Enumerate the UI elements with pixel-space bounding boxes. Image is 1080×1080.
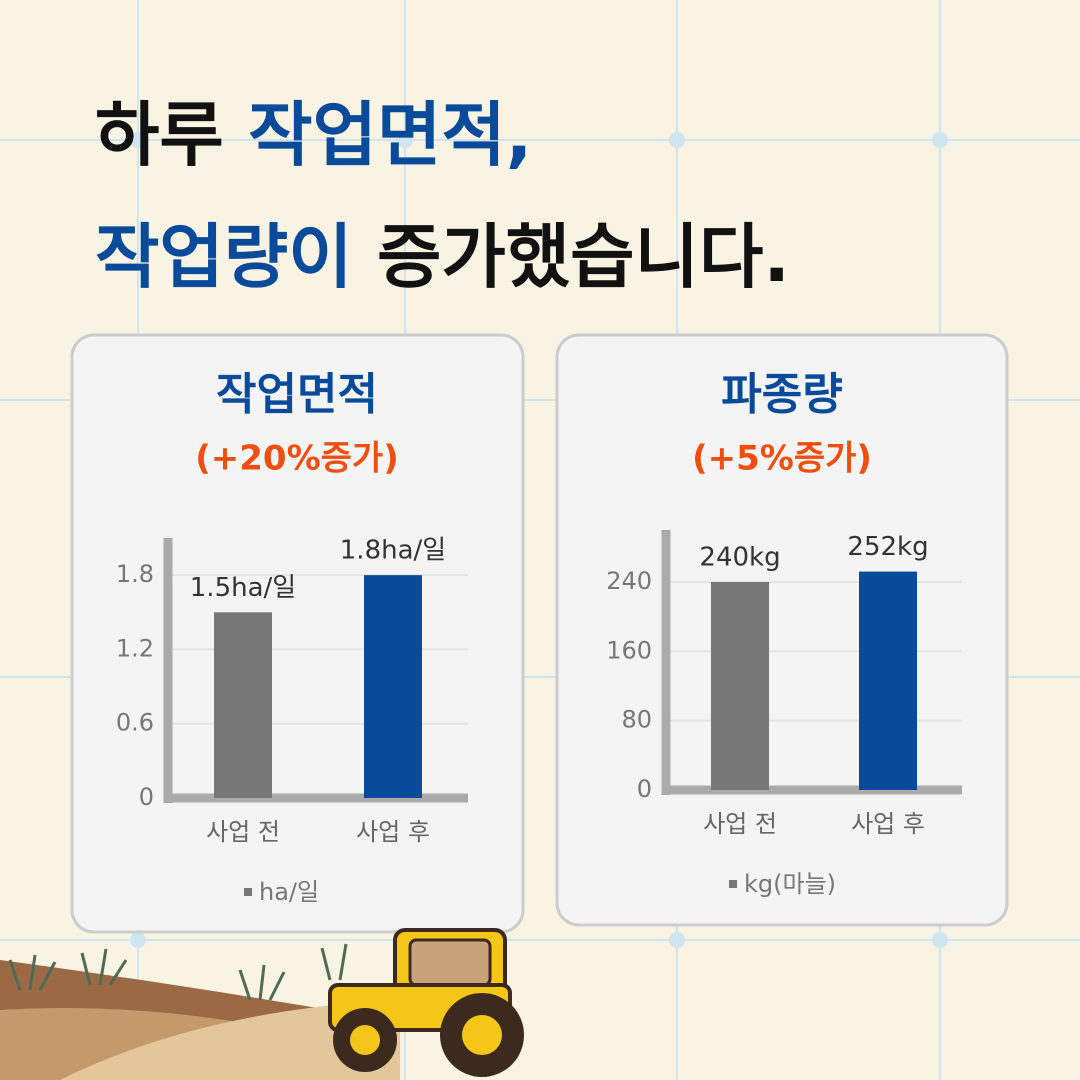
headline-line: 작업량이 증가했습니다. xyxy=(95,216,790,298)
value-label: 1.8ha/일 xyxy=(340,536,446,566)
chart-title: 파종량 xyxy=(721,369,842,420)
headline-part: 작업량이 xyxy=(95,216,377,298)
y-tick-label: 240 xyxy=(606,567,652,595)
chart-subtitle: (+5%증가) xyxy=(692,439,872,479)
x-tick-label: 사업 후 xyxy=(851,810,925,838)
y-tick-label: 1.2 xyxy=(116,634,154,662)
legend-label: ha/일 xyxy=(259,878,319,906)
y-tick-label: 1.8 xyxy=(116,560,154,588)
chart-subtitle: (+20%증가) xyxy=(195,439,399,479)
headline-part: 증가했습니다. xyxy=(377,216,790,298)
charts: 작업면적 (+20%증가) 0 0.6 1.2 1.8 사업 전 사업 후 1.5ha/일 1.8… xyxy=(116,369,962,906)
bar xyxy=(214,612,272,798)
y-tick-label: 80 xyxy=(621,706,652,734)
x-tick-label: 사업 전 xyxy=(206,818,280,846)
legend-swatch xyxy=(729,880,737,888)
value-label: 252kg xyxy=(847,532,928,562)
y-tick-label: 0 xyxy=(139,783,154,811)
decoration-field xyxy=(0,943,400,1080)
bar xyxy=(711,582,769,790)
value-label: 1.5ha/일 xyxy=(190,573,296,603)
headline-part: 하루 xyxy=(95,94,248,176)
x-tick-label: 사업 전 xyxy=(703,810,777,838)
legend-swatch xyxy=(244,888,252,896)
y-tick-label: 160 xyxy=(606,636,652,664)
chart-title: 작업면적 xyxy=(216,369,378,420)
bar xyxy=(364,575,422,798)
decoration-tractor xyxy=(328,928,524,1077)
grid-dots xyxy=(130,132,948,948)
headline-part: 작업면적, xyxy=(248,94,532,176)
y-tick-label: 0.6 xyxy=(116,709,154,737)
y-tick-label: 0 xyxy=(637,775,652,803)
bar xyxy=(859,571,917,790)
card xyxy=(555,333,1009,927)
x-tick-label: 사업 후 xyxy=(356,818,430,846)
headline-line: 하루 작업면적, xyxy=(95,94,532,176)
legend-label: kg(마늘) xyxy=(744,870,836,898)
value-label: 240kg xyxy=(699,543,780,573)
